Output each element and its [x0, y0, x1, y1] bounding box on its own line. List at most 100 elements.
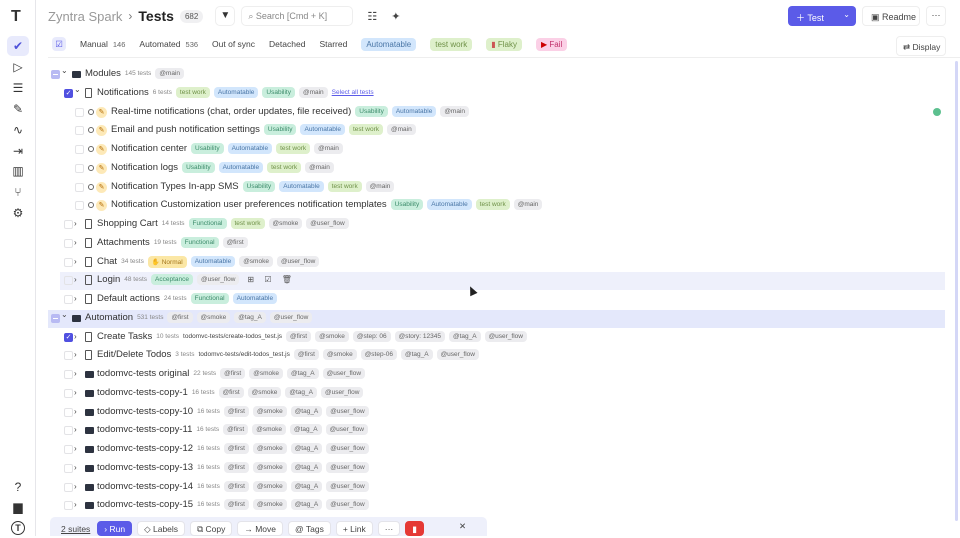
- filter-automatable[interactable]: Automatable: [361, 37, 417, 51]
- tag-badge[interactable]: @story: 12345: [394, 330, 445, 342]
- row-checkbox[interactable]: [64, 426, 73, 436]
- tag-badge[interactable]: @main: [314, 143, 343, 154]
- row-title[interactable]: Notification Types In-app SMS: [111, 180, 239, 192]
- tag-badge[interactable]: @user_flow: [326, 480, 369, 492]
- row-checkbox[interactable]: [64, 482, 73, 492]
- row-checkbox[interactable]: [64, 370, 73, 379]
- chevron-right-icon[interactable]: ›: [74, 481, 77, 491]
- tree-row[interactable]: › todomvc-tests-copy-10 16 tests @first @smo…: [48, 404, 945, 422]
- tag-badge[interactable]: test work: [267, 161, 302, 173]
- tag-badge[interactable]: @user_flow: [325, 424, 368, 436]
- chevron-right-icon[interactable]: ›: [74, 406, 77, 416]
- tag-badge[interactable]: @smoke: [252, 499, 287, 511]
- tag-badge[interactable]: @tag_A: [290, 461, 323, 473]
- tag-badge[interactable]: @user_flow: [276, 256, 320, 267]
- row-checkbox[interactable]: [51, 70, 60, 79]
- tag-badge[interactable]: @tag_A: [400, 349, 433, 361]
- breadcrumb-project[interactable]: Zyntra Spark: [48, 8, 123, 24]
- more-button[interactable]: ···: [926, 6, 946, 26]
- tag-badge[interactable]: @smoke: [249, 368, 283, 379]
- filter-detached[interactable]: Detached: [269, 39, 306, 49]
- row-actions[interactable]: ⊞ ☑ 🗑: [247, 275, 296, 285]
- row-title[interactable]: todomvc-tests-copy-11: [97, 424, 193, 436]
- tree-row[interactable]: ✎ Notification center Usability Automatable…: [48, 141, 945, 159]
- row-title[interactable]: Notification Customization user preferen…: [111, 199, 387, 211]
- tag-badge[interactable]: @first: [167, 311, 193, 323]
- row-title[interactable]: Create Tasks: [97, 330, 153, 342]
- row-title[interactable]: Default actions: [97, 293, 160, 304]
- row-title[interactable]: Modules: [85, 68, 121, 79]
- chevron-right-icon[interactable]: ›: [74, 387, 77, 397]
- row-title[interactable]: Attachments: [97, 236, 150, 248]
- tree-row[interactable]: ✎ Notification logs Usability Automatable te…: [48, 160, 945, 178]
- select-all-link[interactable]: Select all tests: [331, 88, 374, 96]
- chevron-right-icon[interactable]: ›: [74, 369, 77, 378]
- tag-badge[interactable]: Usability: [242, 180, 276, 192]
- row-title[interactable]: Shopping Cart: [97, 218, 158, 229]
- tag-badge[interactable]: @user_flow: [321, 386, 364, 398]
- sidebar-item-plans[interactable]: ☰: [7, 78, 29, 98]
- tag-badge[interactable]: @smoke: [322, 349, 357, 361]
- chevron-right-icon[interactable]: ›: [74, 425, 77, 435]
- tag-badge[interactable]: @tag_A: [290, 443, 323, 454]
- tag-badge[interactable]: Automatable: [218, 161, 264, 173]
- row-checkbox[interactable]: [64, 501, 73, 511]
- row-checkbox[interactable]: [64, 445, 73, 454]
- tree-row[interactable]: › Attachments 19 tests Functional @first: [48, 235, 945, 253]
- tag-badge[interactable]: @user_flow: [306, 218, 349, 229]
- sidebar-item-profile[interactable]: T: [7, 518, 29, 538]
- tag-badge[interactable]: @smoke: [252, 424, 286, 436]
- filter-out-of-sync[interactable]: Out of sync: [212, 39, 256, 49]
- filter-automated[interactable]: Automated 536: [139, 39, 199, 49]
- row-checkbox[interactable]: [75, 126, 84, 136]
- tag-badge[interactable]: @tag_A: [290, 480, 323, 492]
- tag-badge[interactable]: @step: 06: [352, 330, 391, 342]
- tree-row[interactable]: › Chat 34 tests ✋ Normal Automatable @smoke @u…: [48, 254, 945, 272]
- delete-button[interactable]: ▮: [405, 521, 424, 536]
- tag-badge[interactable]: Functional: [190, 293, 229, 304]
- select-mode-icon[interactable]: ☑: [52, 37, 66, 51]
- readme-button[interactable]: ▣ Readme: [862, 6, 920, 26]
- tree-row[interactable]: ✎ Email and push notification settings Usa…: [48, 122, 945, 140]
- tag-badge[interactable]: Usability: [191, 143, 224, 154]
- close-bulk-button[interactable]: ✕: [459, 521, 467, 531]
- tag-badge[interactable]: @first: [218, 386, 244, 398]
- tag-badge[interactable]: Usability: [355, 105, 388, 117]
- tree-row[interactable]: › todomvc-tests original 22 tests @first @sm…: [48, 366, 945, 384]
- row-title[interactable]: Edit/Delete Todos: [97, 349, 172, 361]
- copy-button[interactable]: ⧉ Copy: [190, 521, 233, 536]
- tag-badge[interactable]: @tag_A: [290, 499, 323, 511]
- sidebar-item-settings[interactable]: ⚙: [7, 203, 29, 223]
- tag-badge[interactable]: @smoke: [315, 330, 349, 342]
- tag-badge[interactable]: @first: [220, 368, 246, 379]
- row-checkbox[interactable]: [75, 145, 84, 154]
- display-button[interactable]: ⇄ Display: [896, 36, 946, 56]
- tree-row[interactable]: ✎ Notification Types In-app SMS Usability A…: [48, 179, 945, 197]
- tag-badge[interactable]: Functional: [180, 236, 219, 248]
- row-title[interactable]: Notification center: [111, 143, 188, 154]
- tag-badge[interactable]: test work: [276, 143, 311, 154]
- tag-badge[interactable]: @smoke: [252, 480, 287, 492]
- sidebar-item-runs[interactable]: ▷: [7, 57, 29, 77]
- tag-badge[interactable]: Automatable: [427, 199, 472, 211]
- tag-badge[interactable]: @smoke: [252, 443, 287, 454]
- tag-badge[interactable]: Automatable: [190, 256, 236, 267]
- tag-badge[interactable]: Automatable: [227, 143, 273, 154]
- tag-badge[interactable]: @first: [223, 461, 249, 473]
- row-title[interactable]: todomvc-tests-copy-14: [97, 480, 194, 492]
- row-checkbox[interactable]: [64, 276, 73, 286]
- tree-row[interactable]: › todomvc-tests-copy-1 16 tests @first @smok…: [48, 385, 945, 403]
- row-checkbox[interactable]: [75, 201, 84, 211]
- tree-row[interactable]: › todomvc-tests-copy-11 16 tests @first @smo…: [48, 422, 945, 440]
- filter-fail[interactable]: ▶ Fail: [536, 37, 568, 51]
- tree-row[interactable]: ✎ Notification Customization user prefere…: [48, 197, 945, 215]
- tree-row[interactable]: › Login 48 tests Acceptance @user_flow ⊞ ☑ 🗑: [60, 272, 945, 291]
- tree-row[interactable]: ✓ ⌄ Notifications 6 tests test work Automatab…: [48, 85, 945, 103]
- row-title[interactable]: Automation: [85, 311, 134, 323]
- tag-badge[interactable]: test work: [475, 199, 510, 211]
- chevron-down-icon[interactable]: ⌄: [61, 309, 68, 319]
- row-checkbox[interactable]: [75, 107, 84, 117]
- filter-button[interactable]: ▼: [215, 6, 236, 26]
- tag-badge[interactable]: @tag_A: [448, 330, 481, 342]
- tree-row[interactable]: ⌄ Automation 531 tests @first @smoke @tag_A @u…: [48, 309, 945, 328]
